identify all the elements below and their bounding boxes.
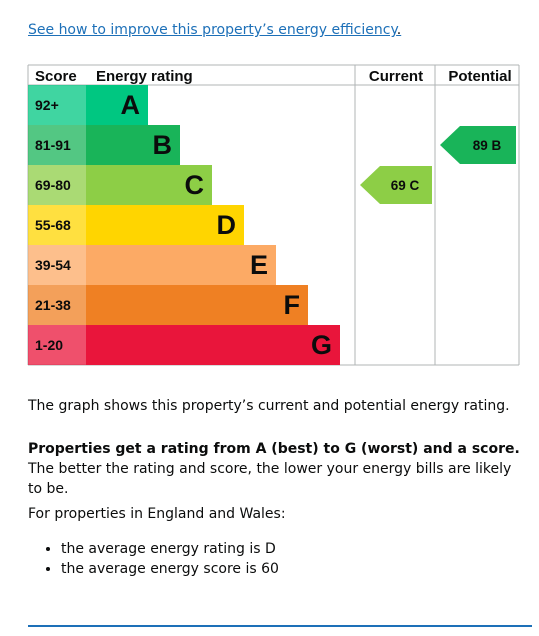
score-range-e: 39-54: [35, 257, 71, 273]
regions-intro: For properties in England and Wales:: [28, 506, 286, 522]
potential-rating-label: 89 B: [473, 138, 502, 153]
rating-bar-d: [86, 205, 244, 245]
current-rating-arrow: [360, 166, 432, 204]
score-range-cell-f: [28, 285, 86, 325]
score-range-cell-a: [28, 85, 86, 125]
rating-bar-e: [86, 245, 276, 285]
score-range-cell-c: [28, 165, 86, 205]
average-bullets: the average energy rating is D the avera…: [28, 539, 279, 579]
rating-bar-g: [86, 325, 340, 365]
graph-description: The graph shows this property’s current …: [28, 398, 510, 414]
bullet-average-rating: the average energy rating is D: [61, 539, 279, 559]
rating-letter-b: B: [153, 130, 173, 160]
score-range-f: 21-38: [35, 297, 71, 313]
header-current: Current: [369, 68, 423, 85]
score-range-c: 69-80: [35, 177, 71, 193]
score-range-cell-e: [28, 245, 86, 285]
current-rating-label: 69 C: [391, 178, 420, 193]
bullet-average-score: the average energy score is 60: [61, 559, 279, 579]
rating-indicators: 69 C 89 B: [360, 126, 516, 204]
header-potential: Potential: [448, 68, 511, 85]
rating-letter-c: C: [185, 170, 205, 200]
rating-explanation: Properties get a rating from A (best) to…: [28, 439, 528, 499]
rating-letter-g: G: [311, 330, 332, 360]
rating-bar-c: [86, 165, 212, 205]
rating-bar-a: [86, 85, 148, 125]
rating-bar-f: [86, 285, 308, 325]
header-score: Score: [35, 68, 77, 85]
score-range-cell-b: [28, 125, 86, 165]
rating-bar-b: [86, 125, 180, 165]
score-range-a: 92+: [35, 97, 59, 113]
score-range-cell-g: [28, 325, 86, 365]
header-energy-rating: Energy rating: [96, 68, 193, 85]
rating-letter-d: D: [217, 210, 237, 240]
rating-explanation-rest: The better the rating and score, the low…: [28, 461, 512, 497]
improve-link-text[interactable]: See how to improve this property’s energ…: [28, 22, 397, 38]
section-divider: [28, 625, 532, 627]
improve-energy-efficiency-link[interactable]: See how to improve this property’s energ…: [28, 22, 401, 38]
rating-letter-a: A: [121, 90, 141, 120]
potential-rating-arrow: [440, 126, 516, 164]
rating-bands: 92+ A 81-91 B 69-80 C 55-68 D 39-54 E 21-38 F 1-20 G: [28, 85, 340, 365]
rating-explanation-bold: Properties get a rating from A (best) to…: [28, 441, 520, 457]
rating-letter-e: E: [250, 250, 268, 280]
rating-letter-f: F: [284, 290, 301, 320]
energy-rating-chart: Score Energy rating Current Potential 92…: [27, 64, 520, 366]
score-range-cell-d: [28, 205, 86, 245]
score-range-g: 1-20: [35, 337, 63, 353]
score-range-d: 55-68: [35, 217, 71, 233]
improve-link-period: .: [396, 22, 402, 38]
score-range-b: 81-91: [35, 137, 71, 153]
